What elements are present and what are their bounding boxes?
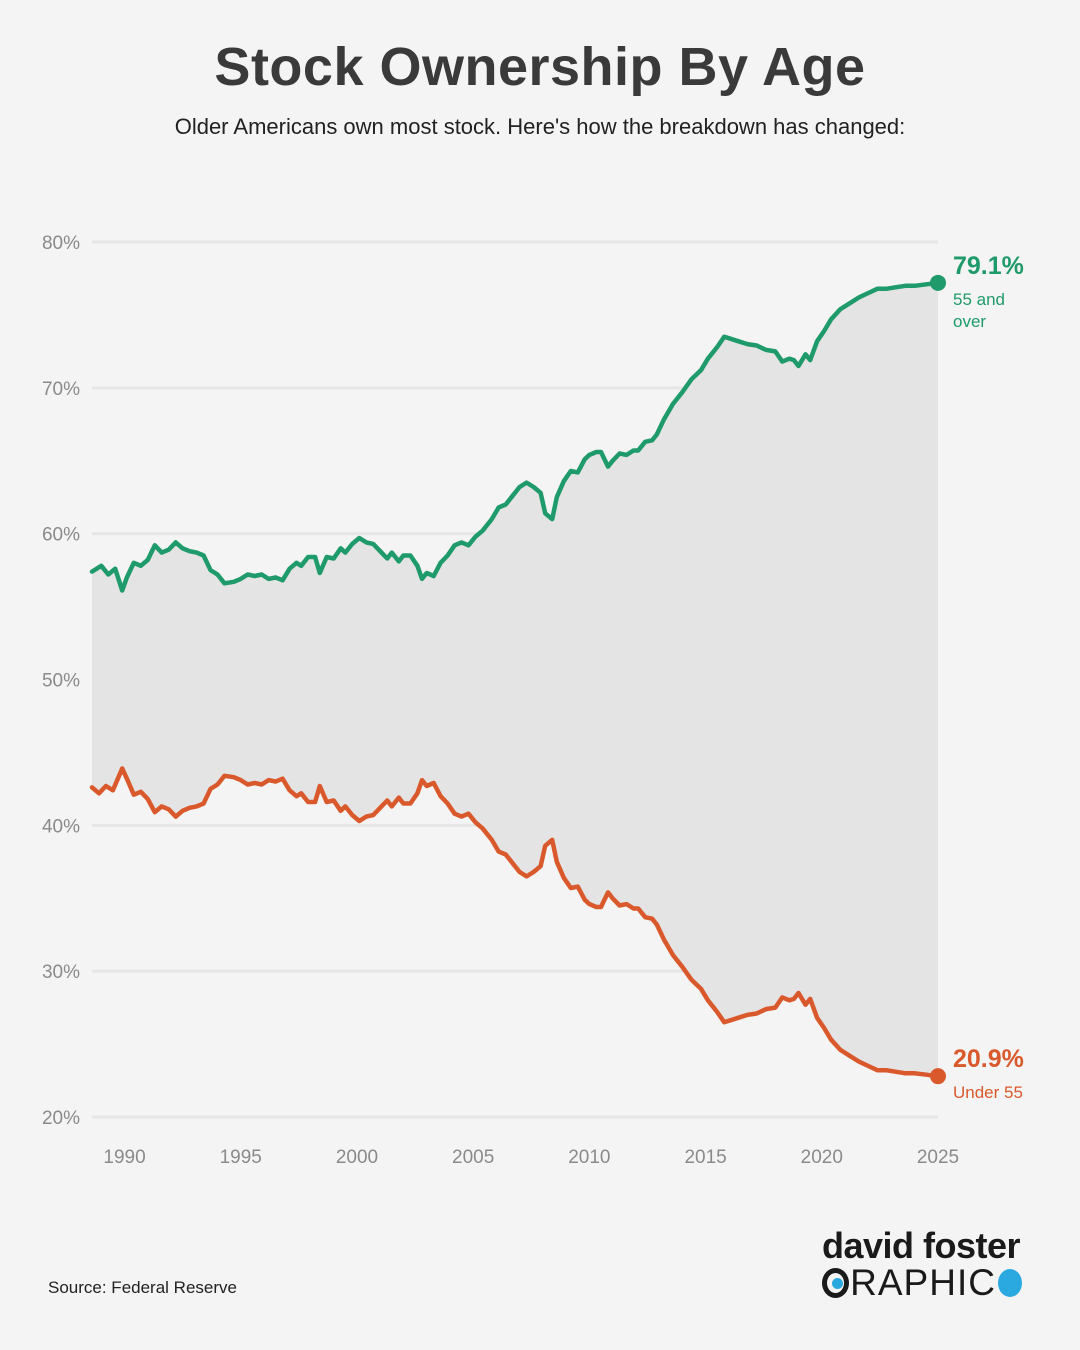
y-tick-label: 50% bbox=[42, 671, 80, 692]
x-tick-label: 2000 bbox=[336, 1147, 378, 1168]
series-name-label: over bbox=[953, 312, 986, 331]
y-tick-label: 30% bbox=[42, 962, 80, 983]
end-point-marker bbox=[930, 274, 946, 291]
y-axis: 20% 30% 40% 50% 60% 70% 80% bbox=[42, 233, 80, 1129]
brand-logo-bottom: RAPHIC bbox=[822, 1264, 1022, 1302]
y-tick-label: 80% bbox=[42, 233, 80, 254]
brand-logo: david foster RAPHIC bbox=[822, 1228, 1022, 1302]
x-tick-label: 2005 bbox=[452, 1147, 494, 1168]
series-name-label: Under 55 bbox=[953, 1083, 1023, 1102]
y-tick-label: 40% bbox=[42, 816, 80, 837]
chart-subtitle: Older Americans own most stock. Here's h… bbox=[174, 114, 906, 139]
fill-between-area bbox=[92, 282, 938, 1077]
x-tick-label: 2015 bbox=[684, 1147, 726, 1168]
logo-g-icon bbox=[822, 1268, 850, 1298]
end-point-marker bbox=[930, 1068, 946, 1085]
brand-logo-letters: RAPHIC bbox=[850, 1262, 996, 1303]
series-lines bbox=[89, 274, 946, 1085]
y-tick-label: 20% bbox=[42, 1108, 80, 1129]
x-tick-label: 1990 bbox=[103, 1147, 145, 1168]
end-value-label: 20.9% bbox=[953, 1045, 1024, 1073]
x-tick-label: 2010 bbox=[568, 1147, 610, 1168]
x-tick-label: 1995 bbox=[220, 1147, 262, 1168]
x-tick-label: 2020 bbox=[801, 1147, 843, 1168]
x-tick-label: 2025 bbox=[917, 1147, 959, 1168]
brand-logo-top: david foster bbox=[822, 1225, 1021, 1266]
end-labels: 79.1% 55 and over 20.9% Under 55 bbox=[953, 252, 1024, 1102]
y-tick-label: 60% bbox=[42, 525, 80, 546]
series-line-under-55 bbox=[89, 766, 941, 1079]
logo-s-icon bbox=[997, 1269, 1022, 1297]
series-name-label: 55 and bbox=[953, 290, 1005, 309]
x-axis: 1990 1995 2000 2005 2010 2015 2020 2025 bbox=[103, 1147, 959, 1168]
chart-title: Stock Ownership By Age bbox=[214, 37, 866, 97]
y-tick-label: 70% bbox=[42, 379, 80, 400]
area-fill bbox=[92, 282, 938, 1077]
source-note: Source: Federal Reserve bbox=[48, 1278, 237, 1297]
series-line-over-55 bbox=[89, 280, 941, 593]
end-value-label: 79.1% bbox=[953, 252, 1024, 280]
